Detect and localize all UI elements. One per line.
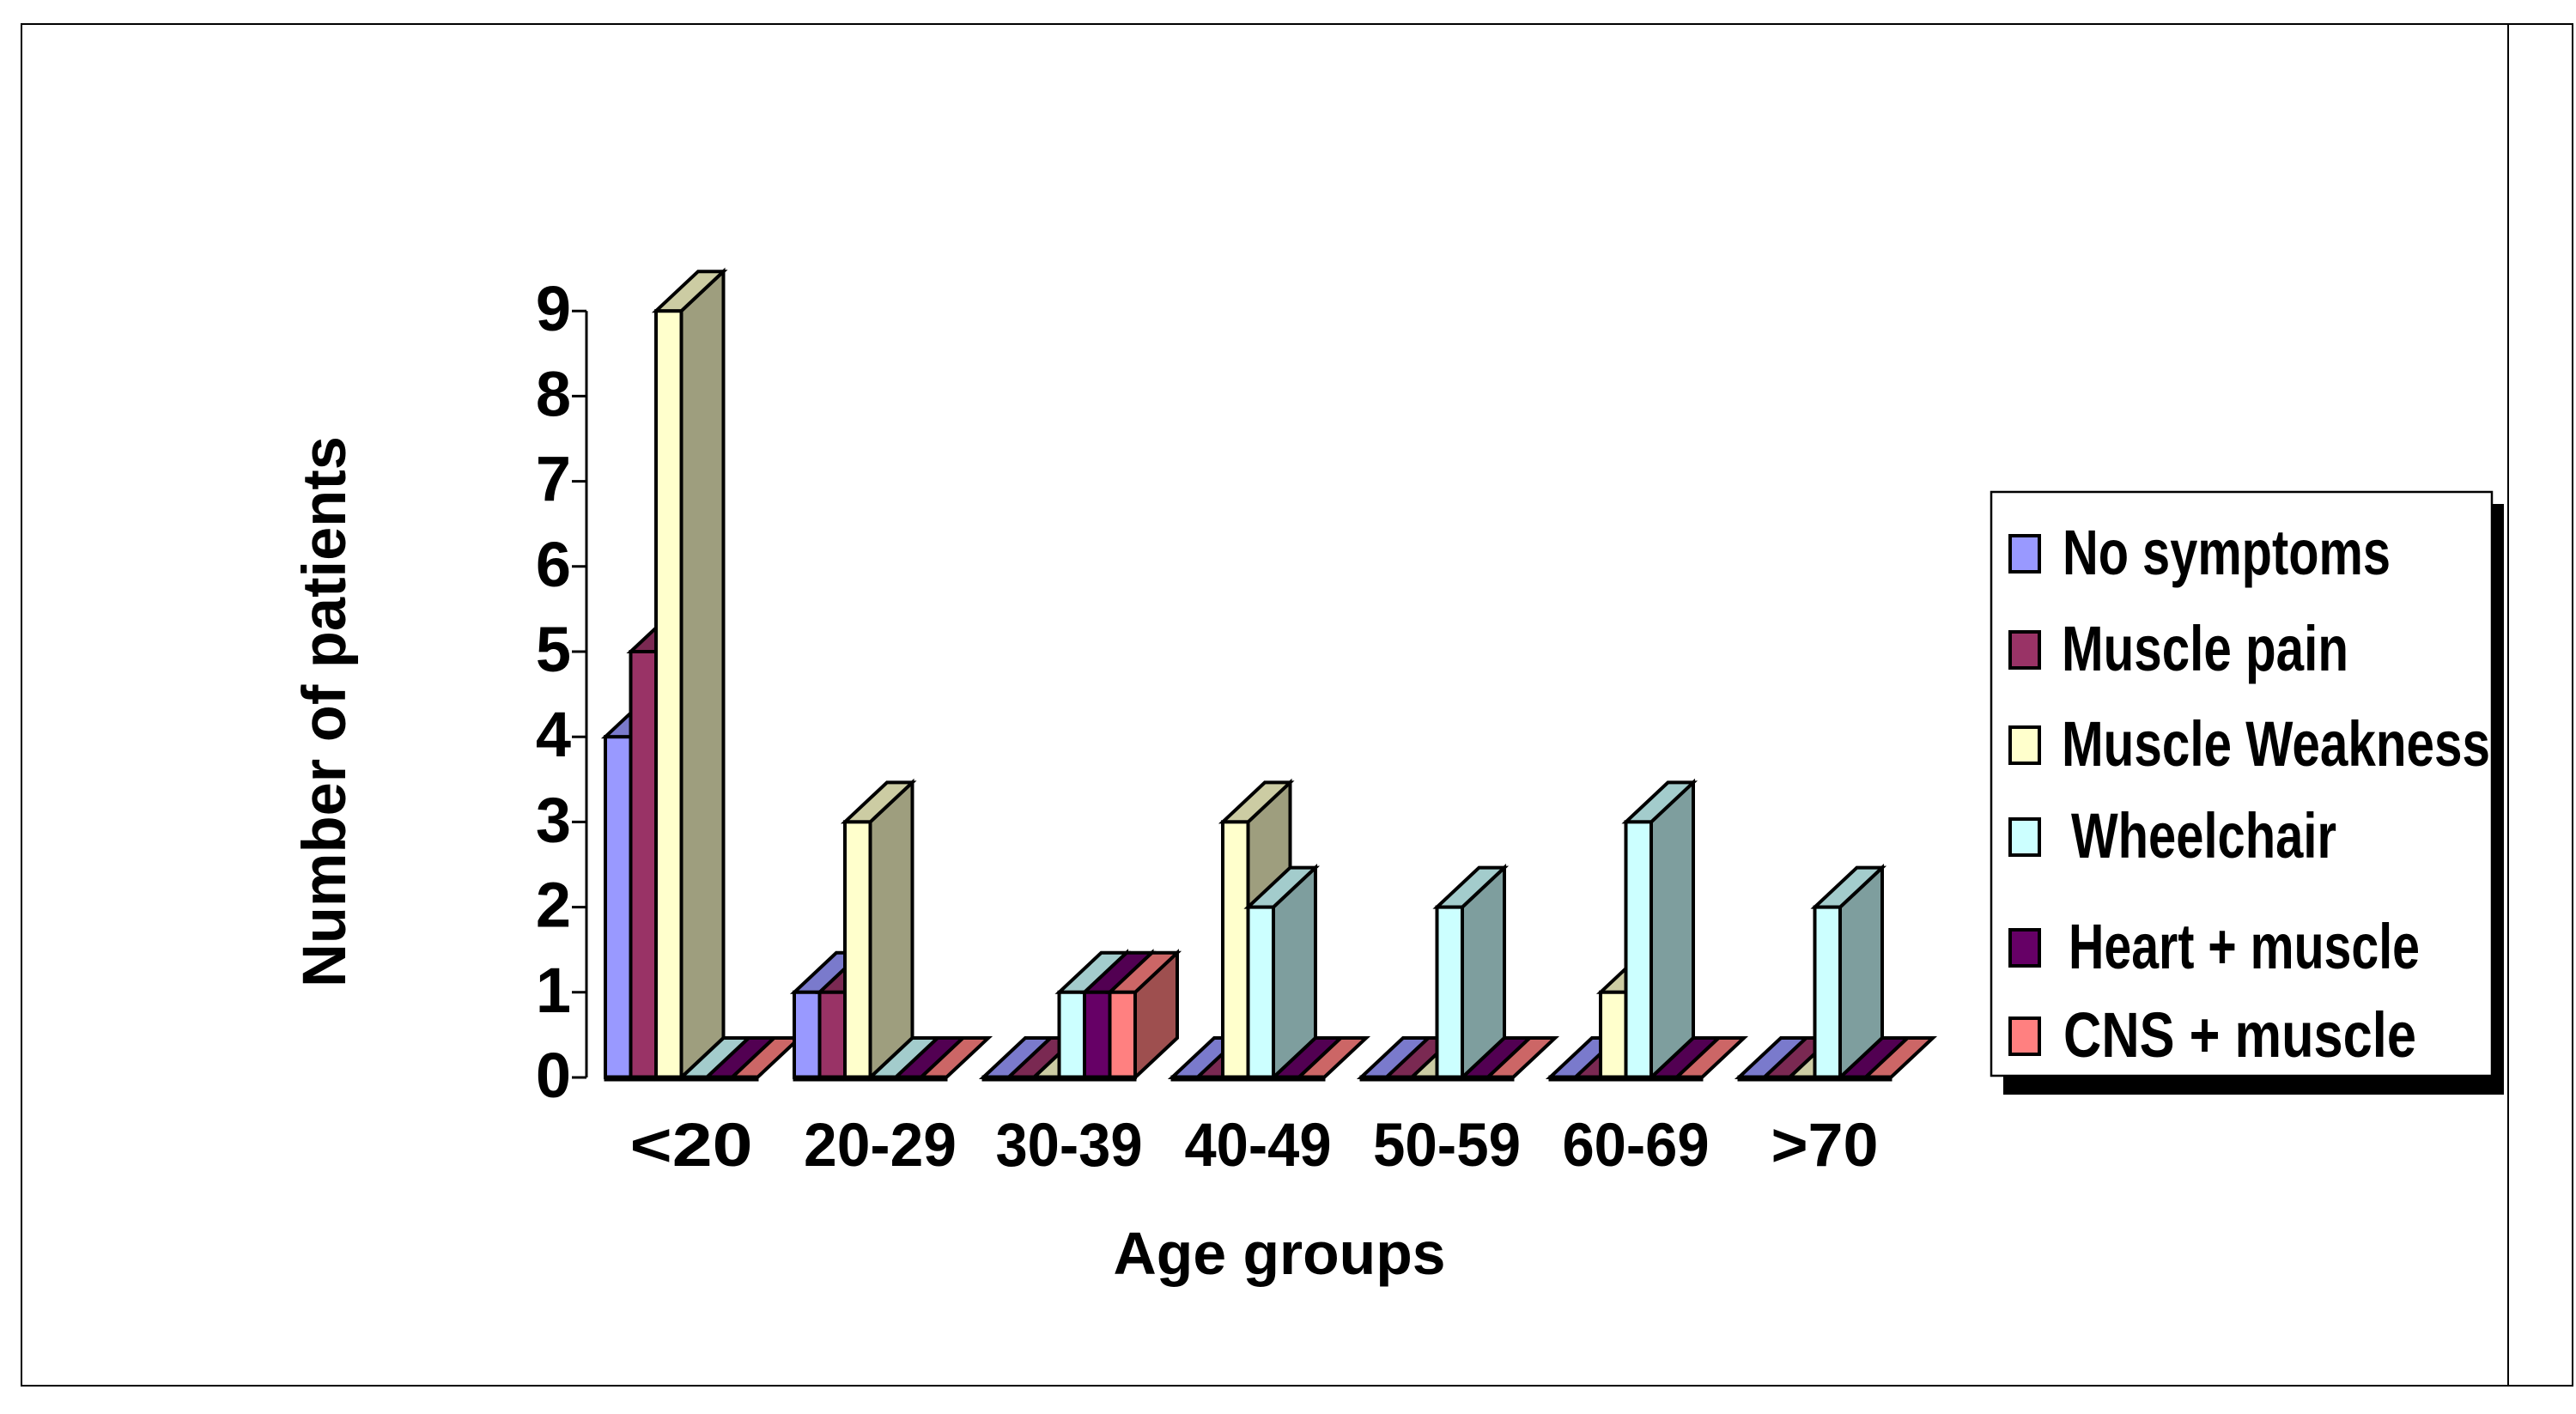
svg-text:2: 2: [536, 870, 571, 941]
svg-text:5: 5: [536, 614, 571, 685]
svg-text:Age groups: Age groups: [1114, 1220, 1446, 1287]
svg-text:30-39: 30-39: [996, 1112, 1143, 1180]
svg-text:20-29: 20-29: [804, 1112, 957, 1180]
svg-text:40-49: 40-49: [1185, 1112, 1332, 1180]
svg-text:50-59: 50-59: [1373, 1112, 1521, 1180]
svg-text:Heart + muscle: Heart + muscle: [2069, 911, 2420, 982]
svg-text:Muscle pain: Muscle pain: [2062, 613, 2348, 684]
svg-text:6: 6: [536, 529, 571, 600]
svg-text:3: 3: [536, 784, 571, 855]
svg-text:0: 0: [536, 1040, 571, 1111]
svg-text:8: 8: [536, 358, 571, 429]
svg-text:<20: <20: [630, 1112, 753, 1180]
svg-text:1: 1: [536, 955, 571, 1026]
svg-text:9: 9: [536, 273, 571, 344]
svg-text:>70: >70: [1771, 1112, 1879, 1180]
svg-text:60-69: 60-69: [1563, 1112, 1710, 1180]
svg-text:No symptoms: No symptoms: [2063, 517, 2391, 588]
svg-text:7: 7: [536, 444, 571, 515]
svg-text:CNS + muscle: CNS + muscle: [2063, 999, 2416, 1071]
svg-text:Number of patients: Number of patients: [291, 436, 359, 987]
svg-text:Muscle Weakness: Muscle Weakness: [2062, 708, 2490, 780]
svg-text:Wheelchair: Wheelchair: [2071, 800, 2336, 871]
svg-text:4: 4: [536, 699, 571, 770]
